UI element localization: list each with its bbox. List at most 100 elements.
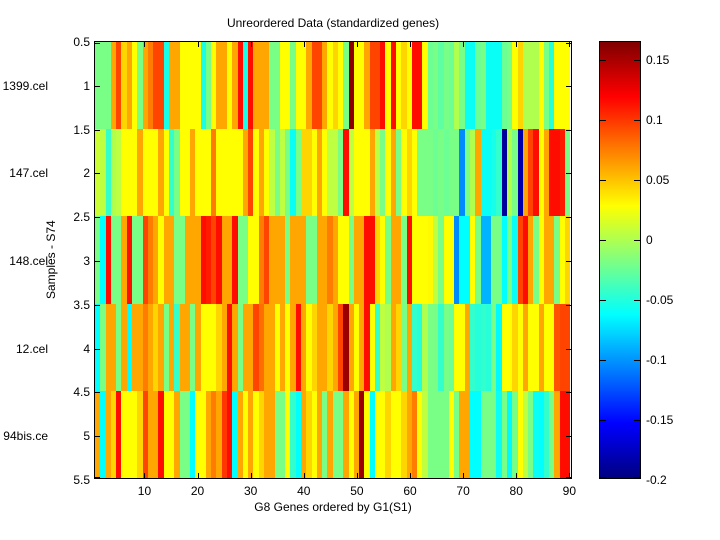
row-label-1399.cel: 1399.cel [2, 78, 48, 93]
heatmap-cell [290, 216, 296, 304]
heatmap-cell [137, 129, 143, 217]
heatmap-cell [443, 216, 449, 304]
heatmap-cell [216, 303, 222, 391]
heatmap-cell [522, 42, 529, 130]
heatmap-cell [390, 216, 397, 304]
heatmap-cell [348, 303, 354, 391]
heatmap-cell [533, 216, 539, 304]
tick-mark [357, 42, 358, 47]
heatmap-cell [348, 129, 354, 217]
heatmap-cell [559, 42, 566, 130]
heatmap-cell [258, 42, 264, 130]
heatmap-cell [100, 303, 106, 391]
heatmap-cell [501, 216, 507, 304]
colorbar-tick-label: 0 [646, 233, 653, 247]
heatmap-cell [311, 42, 317, 130]
heatmap-cell [475, 303, 481, 391]
heatmap-cell [522, 129, 529, 217]
heatmap-cell [374, 216, 381, 304]
heatmap-cell [417, 129, 423, 217]
tick-mark [304, 473, 305, 478]
heatmap-cell [200, 390, 206, 479]
tick-mark [463, 473, 464, 478]
heatmap-cell [158, 303, 164, 391]
heatmap-cell [211, 216, 217, 304]
tick-mark [251, 473, 252, 478]
heatmap-cell [221, 129, 228, 217]
heatmap-cell [274, 303, 280, 391]
colorbar-tick-mark [600, 420, 606, 421]
heatmap-cell [232, 216, 238, 304]
heatmap-cell [105, 42, 111, 130]
heatmap-cell [285, 390, 291, 479]
heatmap-cell [264, 303, 270, 391]
heatmap-cell [353, 303, 360, 391]
heatmap-cell [116, 129, 122, 217]
heatmap-cell [512, 42, 518, 130]
heatmap-cell [290, 303, 296, 391]
tick-mark [566, 477, 571, 478]
heatmap-cell [380, 42, 386, 130]
colorbar-tick-label: 0.15 [646, 53, 670, 67]
tick-mark [463, 42, 464, 47]
heatmap-cell [253, 303, 259, 391]
tick-mark [198, 42, 199, 47]
colorbar-tick-mark [634, 240, 640, 241]
heatmap-cell [290, 42, 296, 130]
heatmap-cell [205, 216, 212, 304]
heatmap-cell [105, 303, 111, 391]
heatmap-cell [411, 42, 418, 130]
heatmap-cell [464, 216, 470, 304]
colorbar-tick-mark [600, 360, 606, 361]
heatmap-cell [221, 390, 228, 479]
heatmap-cell [475, 390, 481, 479]
heatmap-cell [253, 129, 259, 217]
heatmap-cell [448, 129, 455, 217]
heatmap-cell [522, 390, 529, 479]
heatmap-cell [322, 216, 328, 304]
heatmap-cell [285, 303, 291, 391]
heatmap-cell [512, 390, 518, 479]
heatmap-cell [469, 216, 476, 304]
heatmap-cell [195, 390, 201, 479]
heatmap-cell [480, 42, 486, 130]
heatmap-cell [269, 216, 275, 304]
heatmap-cell [448, 216, 455, 304]
x-tick-label: 30 [243, 484, 258, 498]
heatmap-cell [549, 216, 555, 304]
heatmap-cell [279, 303, 286, 391]
heatmap-cell [110, 129, 117, 217]
heatmap-cell [390, 129, 397, 217]
tick-mark [95, 261, 100, 262]
heatmap-cell [216, 129, 222, 217]
heatmap-cell [554, 303, 560, 391]
tick-mark [566, 86, 571, 87]
heatmap-cell [100, 129, 106, 217]
heatmap-cell [153, 216, 159, 304]
heatmap-cell [501, 390, 507, 479]
colorbar-tick-mark [600, 477, 606, 478]
heatmap-cell [269, 390, 275, 479]
heatmap-cell [163, 216, 169, 304]
heatmap-cell [517, 390, 523, 479]
heatmap-cell [322, 129, 328, 217]
heatmap-cell [443, 129, 449, 217]
heatmap-cell [142, 303, 148, 391]
y-tick-label: 3.5 [73, 297, 90, 312]
heatmap-cell [121, 42, 127, 130]
heatmap-row-1399.cel [95, 42, 571, 130]
heatmap-cell [528, 42, 534, 130]
tick-mark [357, 473, 358, 478]
heatmap-cell [116, 216, 122, 304]
heatmap-cell [227, 390, 233, 479]
heatmap-cell [100, 390, 106, 479]
heatmap-cell [332, 216, 338, 304]
heatmap-cell [364, 42, 370, 130]
y-tick-label: 0.5 [73, 35, 90, 49]
heatmap-cell [158, 129, 164, 217]
x-tick-label: 50 [350, 484, 364, 498]
heatmap-cell [443, 303, 449, 391]
heatmap-cell [337, 42, 344, 130]
heatmap-cell [543, 42, 550, 130]
heatmap-cell [411, 129, 418, 217]
